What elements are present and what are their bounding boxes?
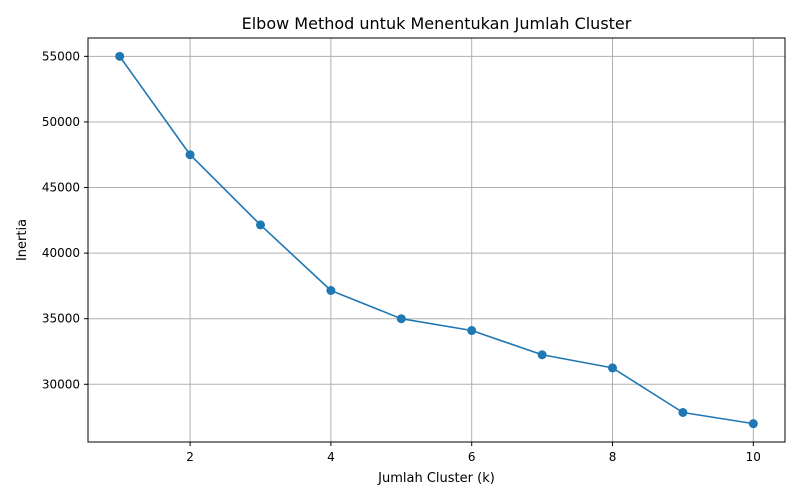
chart-title: Elbow Method untuk Menentukan Jumlah Clu… — [242, 14, 632, 33]
data-point — [467, 326, 477, 336]
series-layer — [115, 51, 758, 429]
x-axis-label: Jumlah Cluster (k) — [377, 471, 495, 486]
data-point — [678, 407, 688, 417]
x-tick-label: 2 — [186, 450, 194, 464]
data-point — [748, 419, 758, 429]
data-point — [185, 150, 195, 160]
tick-layer: 2 4 6 8 10 30000 35000 40000 45000 50000 55000 — [42, 49, 761, 464]
x-tick-label: 8 — [609, 450, 617, 464]
y-tick-label: 40000 — [42, 246, 80, 260]
x-tick-label: 4 — [327, 450, 335, 464]
x-tick-label: 6 — [468, 450, 476, 464]
data-point — [608, 363, 618, 373]
data-point — [326, 286, 336, 295]
axes-frame — [87, 37, 786, 443]
y-tick-label: 50000 — [42, 115, 80, 129]
y-axis-label: Inertia — [15, 219, 30, 261]
x-tick-label: 10 — [746, 450, 761, 464]
series-line — [119, 55, 754, 425]
y-tick-label: 35000 — [42, 312, 80, 326]
data-point — [537, 350, 547, 360]
data-point — [255, 220, 265, 230]
data-point — [115, 51, 125, 61]
grid-layer — [88, 38, 785, 442]
data-point — [396, 314, 406, 324]
y-tick-label: 45000 — [42, 181, 80, 195]
y-tick-label: 30000 — [42, 377, 80, 391]
y-tick-label: 55000 — [42, 49, 80, 63]
